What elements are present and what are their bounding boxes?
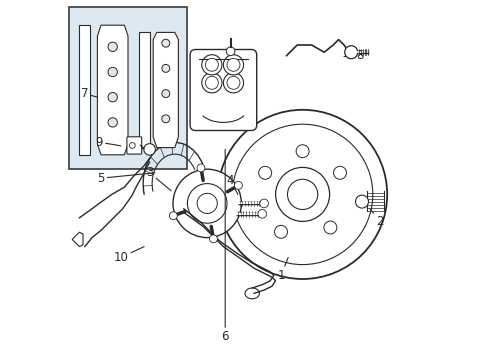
Circle shape xyxy=(274,225,288,238)
Circle shape xyxy=(296,145,309,158)
Circle shape xyxy=(197,164,205,172)
Text: 2: 2 xyxy=(370,209,384,228)
Circle shape xyxy=(232,124,373,265)
FancyBboxPatch shape xyxy=(127,137,142,154)
Text: 8: 8 xyxy=(344,49,364,62)
Circle shape xyxy=(173,169,242,238)
Polygon shape xyxy=(153,32,178,148)
Circle shape xyxy=(197,193,217,213)
Text: 3: 3 xyxy=(146,166,171,191)
Circle shape xyxy=(108,93,118,102)
Circle shape xyxy=(202,73,222,93)
Circle shape xyxy=(234,181,243,189)
Text: 5: 5 xyxy=(98,172,155,185)
Polygon shape xyxy=(72,232,83,247)
Polygon shape xyxy=(139,32,149,148)
Text: 10: 10 xyxy=(113,247,144,264)
Circle shape xyxy=(162,39,170,47)
Text: 9: 9 xyxy=(96,136,121,149)
Circle shape xyxy=(227,58,240,71)
Circle shape xyxy=(205,76,219,89)
Circle shape xyxy=(170,212,177,220)
Circle shape xyxy=(259,166,271,179)
Circle shape xyxy=(288,179,318,210)
Circle shape xyxy=(223,73,244,93)
Circle shape xyxy=(260,199,269,208)
Circle shape xyxy=(144,144,155,155)
Text: 4: 4 xyxy=(227,174,238,194)
Circle shape xyxy=(162,64,170,72)
FancyBboxPatch shape xyxy=(69,7,187,169)
Circle shape xyxy=(108,42,118,51)
Circle shape xyxy=(162,90,170,98)
Text: 6: 6 xyxy=(221,149,229,343)
Text: 1: 1 xyxy=(277,257,288,282)
Circle shape xyxy=(356,195,368,208)
Circle shape xyxy=(258,210,267,218)
FancyBboxPatch shape xyxy=(190,49,257,131)
Circle shape xyxy=(226,47,235,55)
Circle shape xyxy=(129,143,135,148)
Text: 7: 7 xyxy=(81,87,98,100)
Circle shape xyxy=(162,115,170,123)
Circle shape xyxy=(202,55,222,75)
Circle shape xyxy=(223,55,244,75)
Circle shape xyxy=(218,110,387,279)
Circle shape xyxy=(187,184,227,223)
Polygon shape xyxy=(79,25,90,155)
Circle shape xyxy=(334,166,346,179)
Circle shape xyxy=(227,76,240,89)
Circle shape xyxy=(108,118,118,127)
Circle shape xyxy=(210,235,218,243)
Polygon shape xyxy=(98,25,128,155)
Circle shape xyxy=(275,167,330,221)
Circle shape xyxy=(108,67,118,77)
Circle shape xyxy=(324,221,337,234)
Circle shape xyxy=(345,46,358,59)
Circle shape xyxy=(205,58,219,71)
